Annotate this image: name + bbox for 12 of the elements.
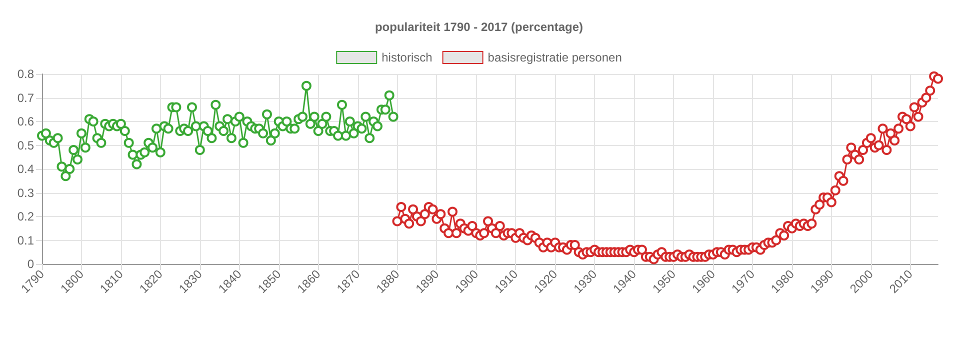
y-tick-label: 0.4 xyxy=(17,162,34,176)
chart-title: populariteit 1790 - 2017 (percentage) xyxy=(374,20,584,34)
y-tick-label: 0.7 xyxy=(17,90,34,105)
y-tick-label: 0.2 xyxy=(17,210,34,224)
y-tick-label: 0 xyxy=(27,257,34,271)
y-tick-label: 0.1 xyxy=(17,233,34,248)
legend-label: basisregistratie personen xyxy=(488,50,622,64)
y-tick-label: 0.5 xyxy=(17,138,34,152)
y-tick-label: 0.8 xyxy=(17,67,34,81)
y-tick-label: 0.6 xyxy=(17,114,34,128)
legend-label: historisch xyxy=(382,50,432,64)
y-tick-label: 0.3 xyxy=(17,186,34,200)
